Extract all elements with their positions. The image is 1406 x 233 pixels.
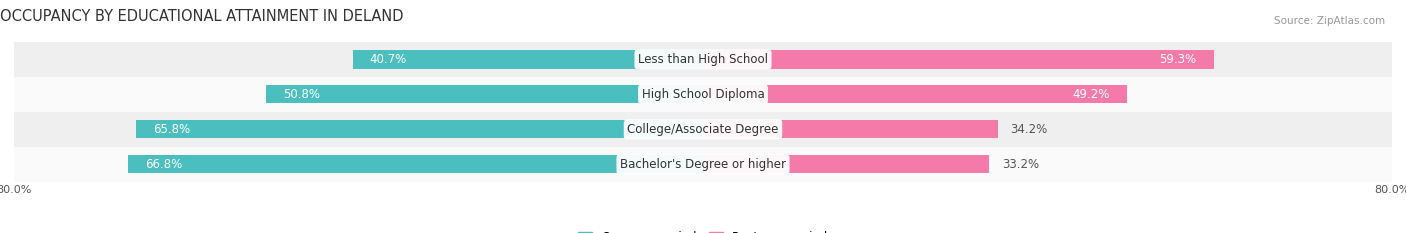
Text: 40.7%: 40.7% [370, 53, 406, 66]
Text: 65.8%: 65.8% [153, 123, 191, 136]
Text: Source: ZipAtlas.com: Source: ZipAtlas.com [1274, 16, 1385, 26]
Text: 49.2%: 49.2% [1073, 88, 1109, 101]
Text: High School Diploma: High School Diploma [641, 88, 765, 101]
Text: 59.3%: 59.3% [1160, 53, 1197, 66]
Text: 50.8%: 50.8% [283, 88, 319, 101]
Text: College/Associate Degree: College/Associate Degree [627, 123, 779, 136]
Text: Less than High School: Less than High School [638, 53, 768, 66]
Bar [14, 112, 1392, 147]
Text: OCCUPANCY BY EDUCATIONAL ATTAINMENT IN DELAND: OCCUPANCY BY EDUCATIONAL ATTAINMENT IN D… [0, 9, 404, 24]
Bar [14, 147, 1392, 182]
Bar [14, 77, 1392, 112]
Legend: Owner-occupied, Renter-occupied: Owner-occupied, Renter-occupied [572, 226, 834, 233]
Text: 34.2%: 34.2% [1011, 123, 1047, 136]
Bar [703, 120, 997, 138]
Bar [136, 120, 703, 138]
Text: 33.2%: 33.2% [1002, 158, 1039, 171]
Bar [703, 155, 988, 173]
Text: 66.8%: 66.8% [145, 158, 183, 171]
Bar [14, 42, 1392, 77]
Bar [703, 50, 1213, 69]
Bar [703, 85, 1126, 103]
Text: Bachelor's Degree or higher: Bachelor's Degree or higher [620, 158, 786, 171]
Bar [353, 50, 703, 69]
Bar [128, 155, 703, 173]
Bar [266, 85, 703, 103]
